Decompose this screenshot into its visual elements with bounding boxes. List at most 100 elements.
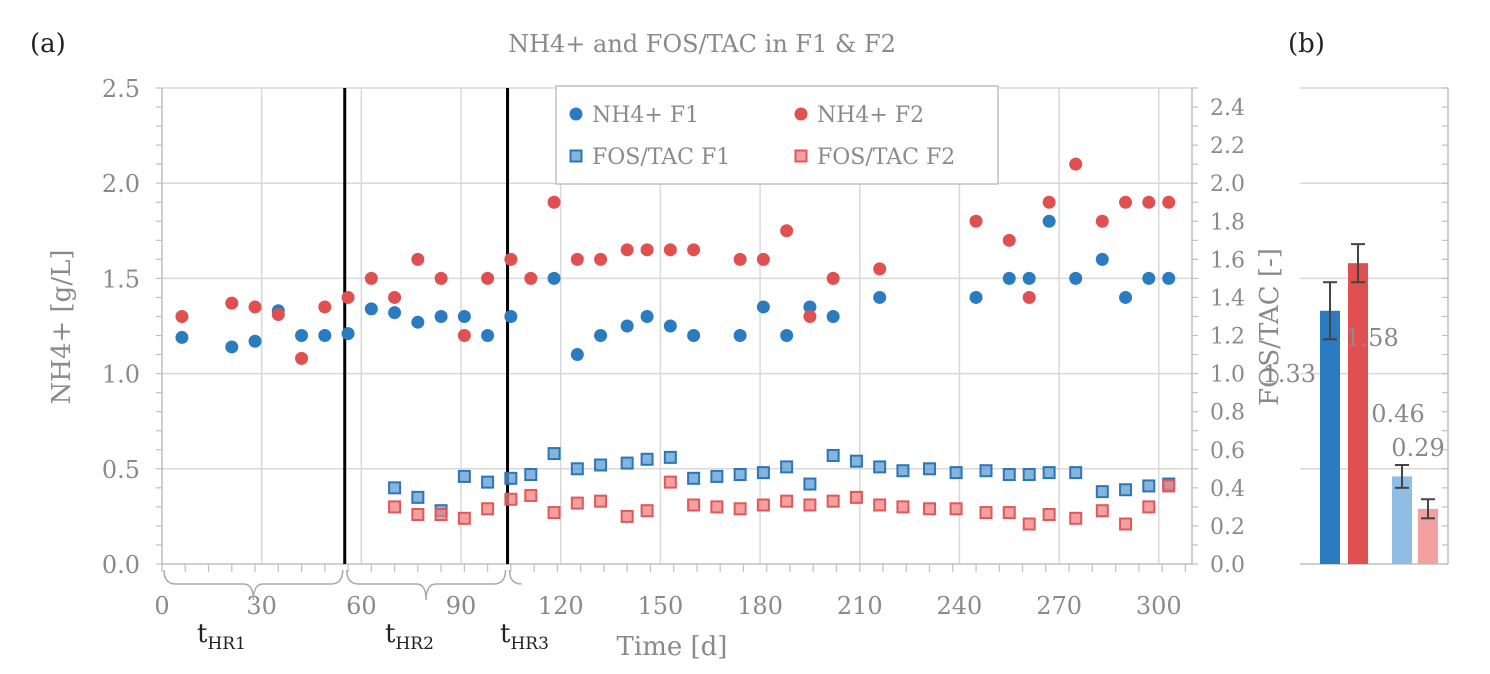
data-point [1142, 500, 1156, 514]
data-point [803, 477, 817, 491]
data-point [504, 492, 518, 506]
phase-label: tHR2 [385, 619, 434, 654]
y-left-tick-label: 2.5 [102, 75, 140, 103]
data-point [248, 334, 262, 348]
bar [1320, 310, 1340, 564]
data-point [780, 224, 794, 238]
data-point [620, 509, 634, 523]
legend-label: FOS/TAC F2 [817, 145, 955, 170]
data-point [979, 506, 993, 520]
data-point [570, 348, 584, 362]
data-point [640, 243, 654, 257]
data-point [803, 498, 817, 512]
data-point [1119, 290, 1133, 304]
data-point [1069, 511, 1083, 525]
data-point [1095, 504, 1109, 518]
data-point [1022, 290, 1036, 304]
x-tick-label: 300 [1136, 592, 1182, 620]
data-point [504, 309, 518, 323]
data-point [949, 466, 963, 480]
data-point [1142, 479, 1156, 493]
bar-value-label: 0.46 [1371, 400, 1424, 428]
data-point [1142, 271, 1156, 285]
data-point [547, 271, 561, 285]
data-point [979, 464, 993, 478]
data-point [1162, 195, 1176, 209]
data-point [434, 309, 448, 323]
data-point [481, 475, 495, 489]
legend-marker [794, 107, 808, 121]
data-point [663, 243, 677, 257]
data-point [1022, 271, 1036, 285]
data-point [411, 252, 425, 266]
data-point [318, 300, 332, 314]
phase-brace [163, 569, 344, 601]
phase-brace [508, 569, 522, 585]
data-point [687, 329, 701, 343]
data-point [733, 252, 747, 266]
plot-b-gridlines [1300, 87, 1449, 565]
chart-title: NH4+ and FOS/TAC in F1 & F2 [508, 30, 896, 58]
y-right-tick-label: 1.2 [1210, 325, 1245, 350]
data-point [826, 494, 840, 508]
x-tick-label: 150 [637, 592, 683, 620]
x-tick-label: 0 [154, 592, 169, 620]
y-right-tick-label: 0.6 [1210, 439, 1245, 464]
data-point [620, 243, 634, 257]
data-point [1162, 479, 1176, 493]
data-point [295, 329, 309, 343]
y-right-tick-label: 1.6 [1210, 248, 1245, 273]
data-point [524, 271, 538, 285]
data-point [594, 252, 608, 266]
data-point [780, 460, 794, 474]
data-point [826, 271, 840, 285]
data-point [849, 490, 863, 504]
y-right-tick-label: 0.2 [1210, 515, 1245, 540]
data-point [1042, 195, 1056, 209]
data-point [524, 488, 538, 502]
data-point [756, 498, 770, 512]
x-tick-label: 60 [346, 592, 377, 620]
data-point [388, 500, 402, 514]
data-point [411, 315, 425, 329]
y-left-tick-label: 2.0 [102, 170, 140, 198]
x-tick-label: 240 [937, 592, 983, 620]
data-point [547, 195, 561, 209]
y-right-tick-label: 2.0 [1210, 172, 1245, 197]
data-point [175, 330, 189, 344]
data-point [969, 214, 983, 228]
data-point [594, 329, 608, 343]
data-point [756, 300, 770, 314]
data-point [1002, 233, 1016, 247]
data-point [1002, 271, 1016, 285]
data-point [341, 290, 355, 304]
data-point [457, 309, 471, 323]
data-point [849, 454, 863, 468]
data-point [1042, 214, 1056, 228]
data-point [411, 507, 425, 521]
phase-braces: tHR1 tHR2 tHR3 [163, 569, 549, 654]
data-point [710, 500, 724, 514]
phase-label: tHR1 [197, 619, 246, 654]
data-point [687, 243, 701, 257]
data-point [481, 502, 495, 516]
data-point [1162, 271, 1176, 285]
y-left-tick-label: 0.0 [102, 551, 140, 579]
data-point [1069, 466, 1083, 480]
data-point [594, 494, 608, 508]
data-point [434, 507, 448, 521]
data-point [481, 329, 495, 343]
bar-value-label: 0.29 [1391, 434, 1444, 462]
legend-marker [569, 149, 583, 163]
data-point [1069, 157, 1083, 171]
data-point [295, 351, 309, 365]
data-point [923, 462, 937, 476]
data-point [434, 271, 448, 285]
phase-divider-lines [343, 88, 510, 564]
y-left-tick-label: 0.5 [102, 456, 140, 484]
data-point [1022, 468, 1036, 482]
y-axis-right-label: FOS/TAC [-] [1255, 248, 1285, 406]
data-point [733, 329, 747, 343]
data-point [780, 329, 794, 343]
